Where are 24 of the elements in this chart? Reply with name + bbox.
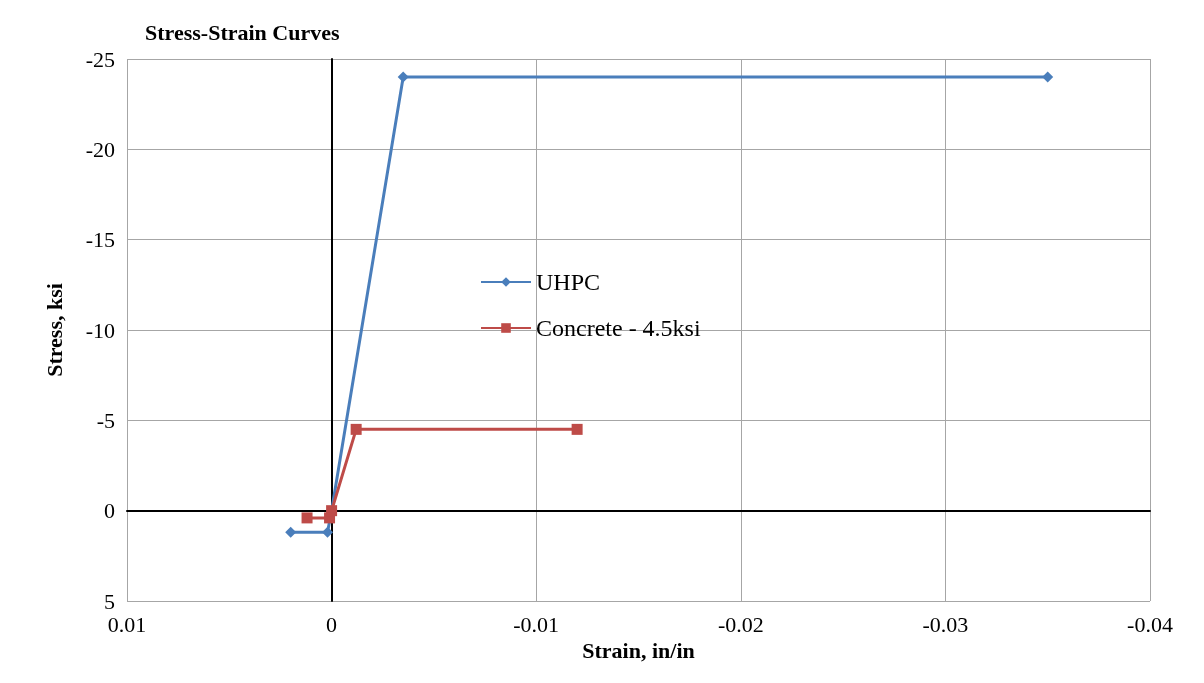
- y-tick-label: -5: [96, 407, 115, 433]
- x-tick-label: -0.01: [513, 611, 560, 637]
- x-tick-label: -0.02: [717, 611, 764, 637]
- y-tick-label: -25: [85, 46, 115, 72]
- legend-label: Concrete - 4.5ksi: [536, 315, 701, 341]
- y-tick-label: 0: [104, 498, 115, 524]
- point: [571, 423, 583, 435]
- x-axis-title: Strain, in/in: [582, 638, 695, 664]
- y-tick-label: -20: [85, 136, 115, 162]
- point: [322, 526, 334, 538]
- x-tick-label: 0.01: [107, 611, 147, 637]
- point: [350, 423, 362, 435]
- y-axis-title: Stress, ksi: [41, 283, 67, 377]
- x-tick-label: -0.03: [922, 611, 969, 637]
- x-tick-label: -0.04: [1127, 611, 1173, 637]
- chart-title: Stress-Strain Curves: [145, 19, 340, 45]
- x-tick-label: 0: [326, 611, 338, 637]
- y-tick-label: -15: [85, 227, 115, 253]
- y-tick-label: -10: [85, 317, 115, 343]
- point: [301, 512, 313, 524]
- y-tick-label: 5: [104, 588, 115, 614]
- point: [397, 71, 409, 83]
- point: [1042, 71, 1054, 83]
- legend-label: UHPC: [536, 269, 601, 295]
